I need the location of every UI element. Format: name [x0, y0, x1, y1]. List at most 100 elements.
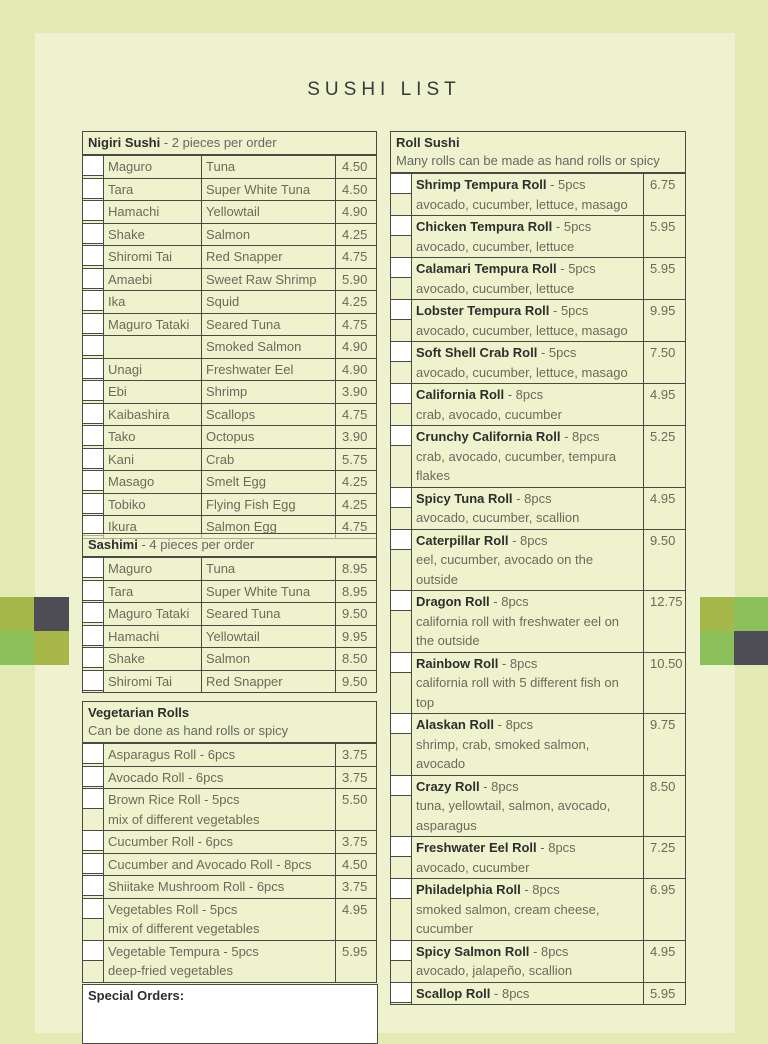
- checkbox-box[interactable]: [391, 591, 411, 611]
- checkbox-box[interactable]: [391, 258, 411, 278]
- checkbox-box[interactable]: [391, 652, 411, 673]
- order-checkbox[interactable]: [391, 940, 412, 982]
- order-checkbox[interactable]: [83, 898, 104, 940]
- order-checkbox[interactable]: [83, 178, 104, 200]
- checkbox-box[interactable]: [391, 342, 411, 362]
- order-checkbox[interactable]: [83, 336, 104, 358]
- order-checkbox[interactable]: [391, 775, 412, 836]
- order-checkbox[interactable]: [391, 714, 412, 775]
- checkbox-box[interactable]: [391, 775, 411, 796]
- order-checkbox[interactable]: [83, 223, 104, 245]
- order-checkbox[interactable]: [83, 381, 104, 403]
- order-checkbox[interactable]: [83, 358, 104, 380]
- item-name: Spicy Tuna Roll: [416, 490, 513, 506]
- checkbox-box[interactable]: [391, 940, 411, 961]
- order-checkbox[interactable]: [83, 876, 104, 898]
- checkbox-box[interactable]: [391, 174, 411, 194]
- checkbox-box[interactable]: [83, 178, 103, 199]
- order-checkbox[interactable]: [391, 529, 412, 590]
- checkbox-box[interactable]: [83, 670, 103, 691]
- checkbox-box[interactable]: [83, 603, 103, 623]
- checkbox-box[interactable]: [83, 426, 103, 446]
- order-checkbox[interactable]: [391, 258, 412, 299]
- checkbox-box[interactable]: [391, 982, 411, 1003]
- order-checkbox[interactable]: [83, 403, 104, 425]
- checkbox-box[interactable]: [83, 898, 103, 919]
- checkbox-box[interactable]: [83, 246, 103, 266]
- checkbox-box[interactable]: [83, 648, 103, 668]
- checkbox-box[interactable]: [83, 744, 103, 764]
- order-checkbox[interactable]: [83, 313, 104, 335]
- order-checkbox[interactable]: [83, 291, 104, 313]
- order-checkbox[interactable]: [83, 831, 104, 853]
- checkbox-box[interactable]: [391, 529, 411, 550]
- order-checkbox[interactable]: [83, 426, 104, 448]
- order-checkbox[interactable]: [391, 837, 412, 878]
- checkbox-box[interactable]: [83, 625, 103, 646]
- japanese-name: Ebi: [104, 381, 202, 403]
- checkbox-box[interactable]: [391, 879, 411, 899]
- checkbox-box[interactable]: [83, 403, 103, 424]
- order-checkbox[interactable]: [83, 853, 104, 875]
- order-checkbox[interactable]: [83, 940, 104, 982]
- order-checkbox[interactable]: [391, 300, 412, 341]
- order-checkbox[interactable]: [83, 493, 104, 515]
- order-checkbox[interactable]: [391, 487, 412, 529]
- checkbox-box[interactable]: [83, 789, 103, 809]
- order-checkbox[interactable]: [391, 384, 412, 425]
- order-checkbox[interactable]: [391, 591, 412, 652]
- checkbox-box[interactable]: [391, 487, 411, 508]
- checkbox-box[interactable]: [83, 493, 103, 514]
- order-checkbox[interactable]: [391, 174, 412, 215]
- order-checkbox[interactable]: [83, 246, 104, 268]
- order-checkbox[interactable]: [83, 603, 104, 625]
- order-checkbox[interactable]: [83, 744, 104, 766]
- checkbox-box[interactable]: [83, 336, 103, 356]
- item-title: Scallop Roll - 8pcs: [416, 984, 639, 1004]
- order-checkbox[interactable]: [391, 879, 412, 940]
- checkbox-box[interactable]: [391, 216, 411, 236]
- order-checkbox[interactable]: [83, 766, 104, 788]
- order-checkbox[interactable]: [83, 648, 104, 670]
- checkbox-box[interactable]: [83, 358, 103, 379]
- checkbox-box[interactable]: [83, 156, 103, 176]
- order-checkbox[interactable]: [83, 670, 104, 692]
- checkbox-box[interactable]: [83, 201, 103, 221]
- order-checkbox[interactable]: [83, 558, 104, 580]
- checkbox-box[interactable]: [83, 580, 103, 601]
- order-checkbox[interactable]: [391, 426, 412, 487]
- order-checkbox[interactable]: [83, 789, 104, 830]
- checkbox-box[interactable]: [83, 876, 103, 896]
- order-checkbox[interactable]: [83, 268, 104, 290]
- checkbox-box[interactable]: [391, 300, 411, 320]
- checkbox-box[interactable]: [391, 426, 411, 446]
- special-orders-field[interactable]: Special Orders:: [82, 984, 378, 1044]
- order-checkbox[interactable]: [83, 580, 104, 602]
- checkbox-box[interactable]: [83, 831, 103, 851]
- checkbox-box[interactable]: [83, 313, 103, 334]
- order-checkbox[interactable]: [83, 471, 104, 493]
- order-checkbox[interactable]: [391, 652, 412, 713]
- checkbox-box[interactable]: [83, 766, 103, 787]
- checkbox-box[interactable]: [83, 558, 103, 578]
- checkbox-box[interactable]: [83, 471, 103, 491]
- checkbox-box[interactable]: [391, 714, 411, 734]
- checkbox-box[interactable]: [83, 223, 103, 244]
- order-checkbox[interactable]: [391, 982, 412, 1004]
- checkbox-box[interactable]: [83, 448, 103, 469]
- item-cell: Cucumber Roll - 6pcs: [104, 831, 336, 853]
- checkbox-box[interactable]: [391, 837, 411, 857]
- order-checkbox[interactable]: [83, 625, 104, 647]
- order-checkbox[interactable]: [83, 201, 104, 223]
- order-checkbox[interactable]: [391, 216, 412, 257]
- checkbox-box[interactable]: [83, 291, 103, 311]
- checkbox-box[interactable]: [83, 853, 103, 874]
- order-checkbox[interactable]: [83, 156, 104, 178]
- price: 5.75: [342, 451, 368, 467]
- order-checkbox[interactable]: [83, 448, 104, 470]
- checkbox-box[interactable]: [83, 268, 103, 289]
- checkbox-box[interactable]: [83, 381, 103, 401]
- checkbox-box[interactable]: [391, 384, 411, 404]
- order-checkbox[interactable]: [391, 342, 412, 383]
- checkbox-box[interactable]: [83, 940, 103, 961]
